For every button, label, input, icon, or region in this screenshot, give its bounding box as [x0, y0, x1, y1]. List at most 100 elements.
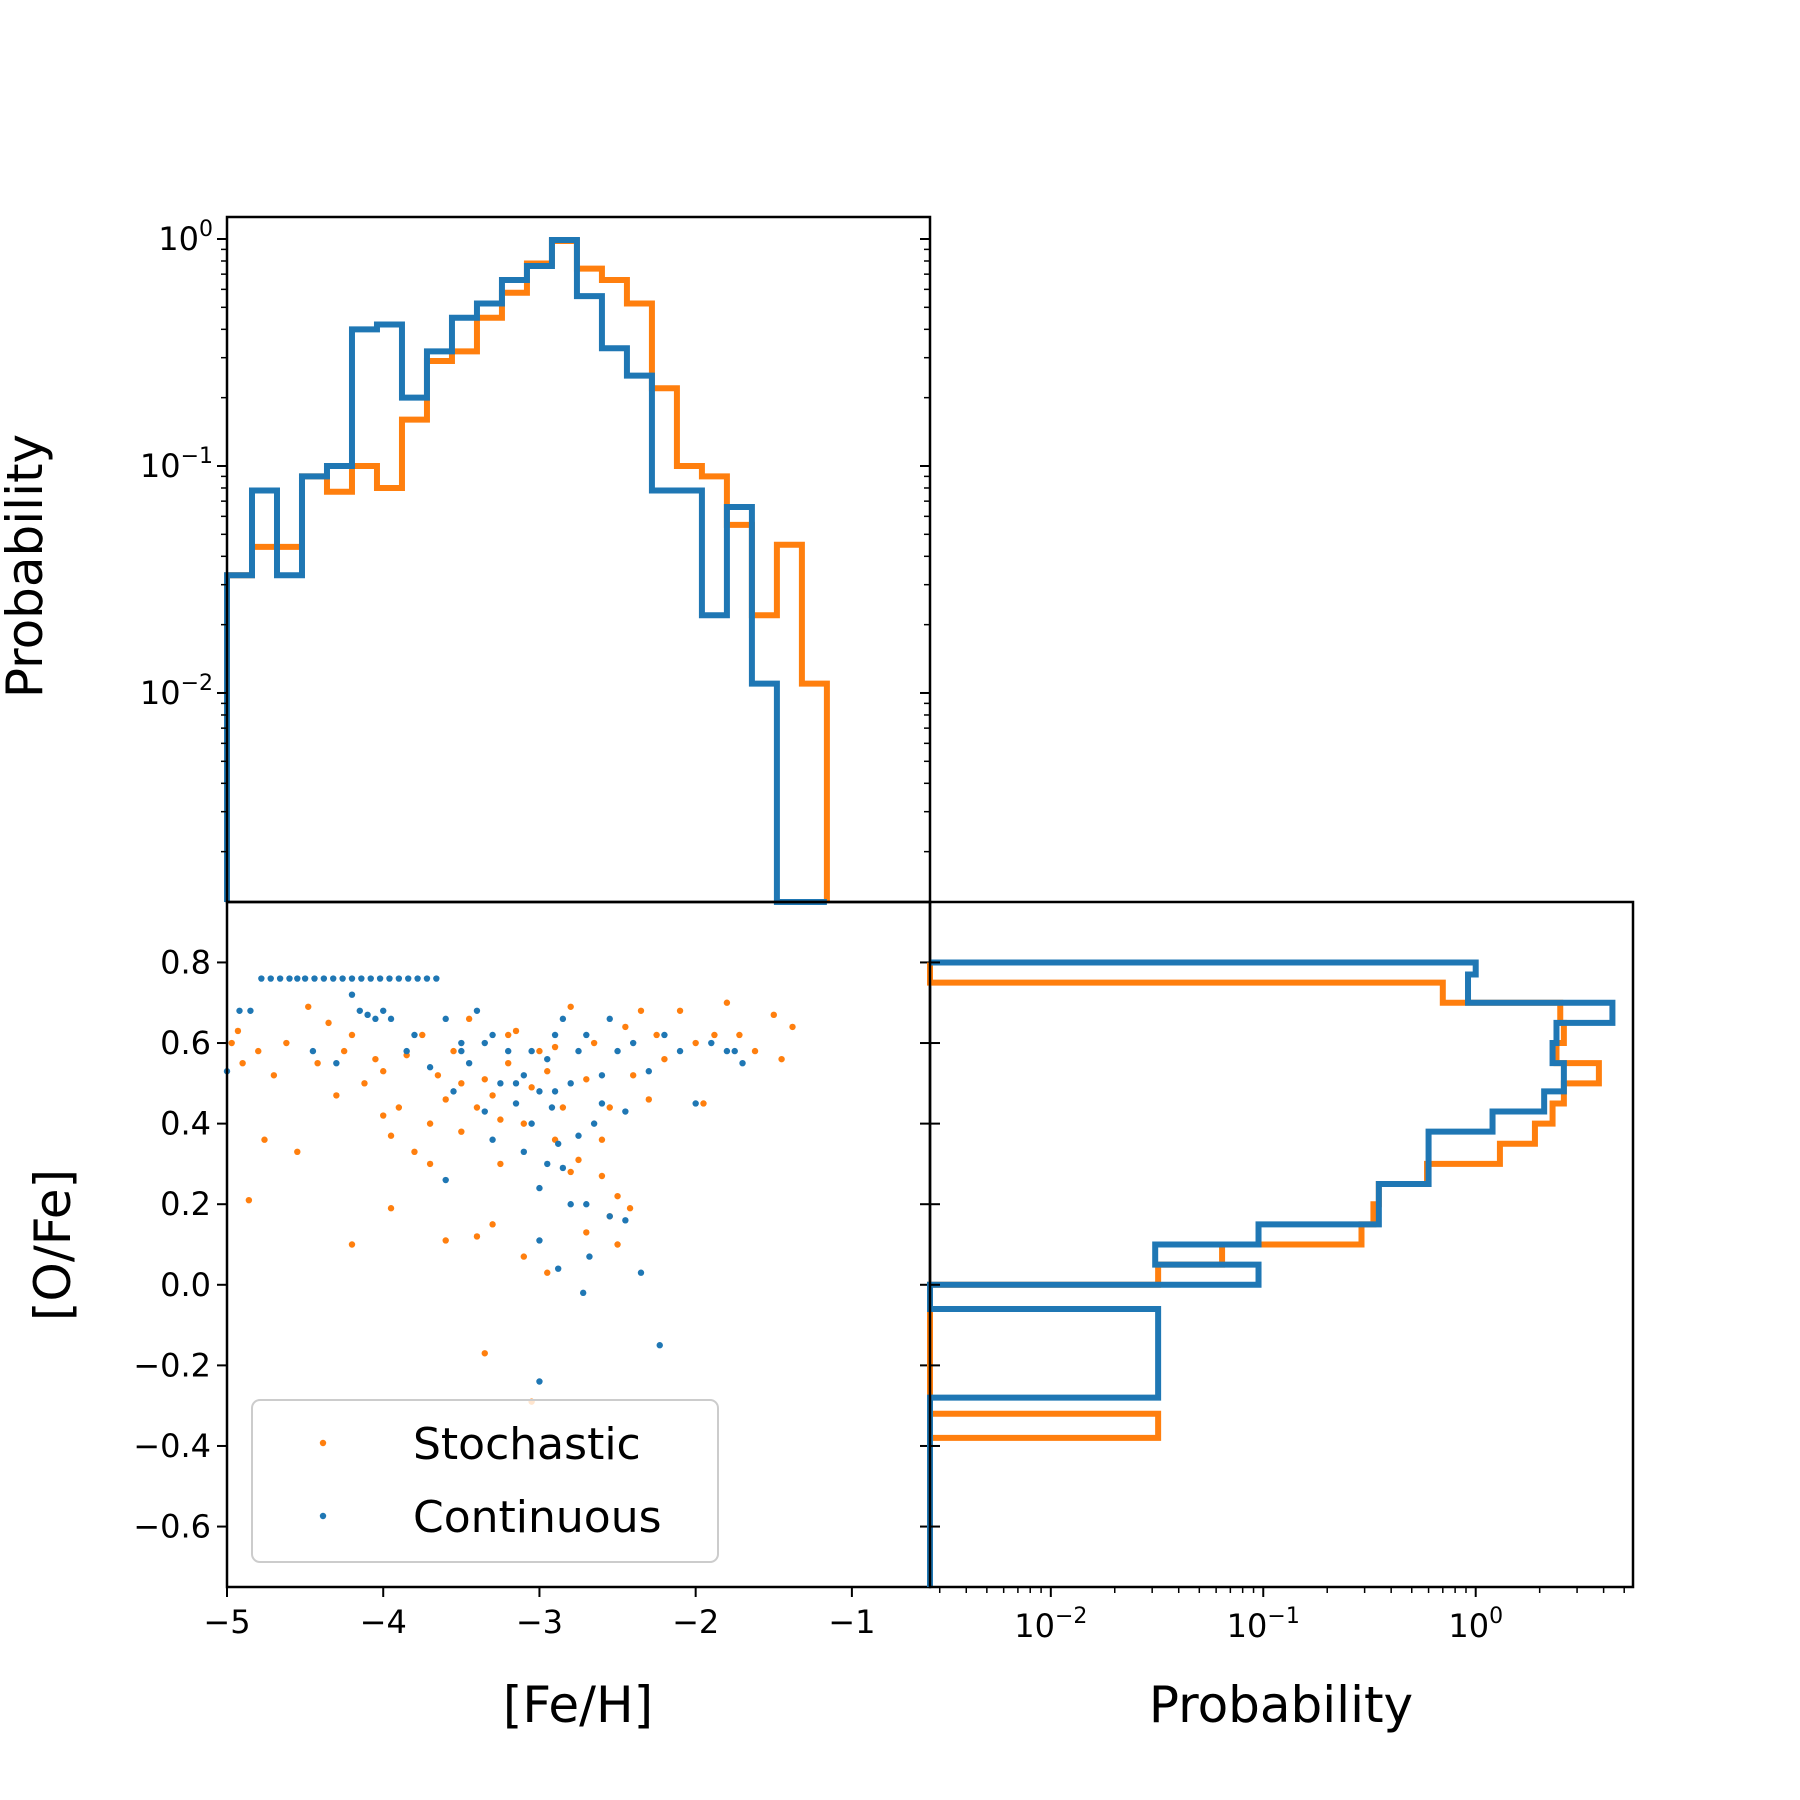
- scatter-point-stochastic: [583, 1076, 590, 1083]
- scatter-ytick-label: −0.2: [133, 1346, 211, 1384]
- scatter-point-continuous: [614, 1047, 621, 1055]
- scatter-point-continuous: [520, 1072, 528, 1079]
- scatter-point-continuous: [236, 1007, 243, 1014]
- scatter-point-continuous: [575, 1132, 582, 1139]
- scatter-point-stochastic: [497, 1116, 504, 1123]
- scatter-point-continuous: [411, 1031, 418, 1039]
- scatter-point-stochastic: [228, 1039, 235, 1047]
- scatter-point-stochastic: [770, 1011, 777, 1019]
- right-xtick-label: 10−1: [1227, 1604, 1300, 1645]
- scatter-point-stochastic: [481, 1350, 488, 1357]
- scatter-point-stochastic: [629, 1072, 637, 1079]
- scatter-point-continuous: [661, 1031, 668, 1039]
- top-histogram-series: [224, 236, 830, 905]
- scatter-point-continuous: [330, 975, 337, 982]
- scatter-point-continuous: [458, 1039, 465, 1047]
- scatter-point-continuous: [692, 1100, 699, 1107]
- scatter-point-stochastic: [559, 1104, 567, 1111]
- scatter-point-continuous: [708, 1039, 715, 1047]
- right-hist-line-stochastic: [927, 962, 1602, 1587]
- scatter-point-stochastic: [536, 1047, 543, 1055]
- right-histogram-ticks: 10−2 10−1 100: [930, 961, 1625, 1645]
- scatter-point-stochastic: [598, 1172, 606, 1180]
- scatter-point-continuous: [536, 1378, 543, 1385]
- scatter-point-stochastic: [245, 1196, 253, 1204]
- scatter-point-continuous: [367, 975, 374, 982]
- scatter-point-stochastic: [305, 1003, 312, 1010]
- scatter-point-continuous: [348, 975, 356, 982]
- scatter-point-stochastic: [270, 1072, 278, 1079]
- legend-label-continuous: Continuous: [413, 1492, 662, 1543]
- scatter-point-continuous: [450, 1088, 457, 1095]
- scatter-point-stochastic: [325, 1019, 332, 1027]
- scatter-point-continuous: [656, 1342, 663, 1349]
- scatter-point-continuous: [731, 1047, 738, 1055]
- scatter-point-continuous: [676, 1047, 684, 1055]
- scatter-point-continuous: [489, 1136, 496, 1143]
- scatter-point-stochastic: [465, 1015, 473, 1023]
- scatter-point-continuous: [387, 1015, 395, 1023]
- scatter-xtick-label: −2: [672, 1603, 719, 1641]
- scatter-ytick-label: 0.2: [160, 1185, 211, 1223]
- scatter-point-stochastic: [348, 1241, 356, 1248]
- scatter-point-continuous: [442, 1015, 449, 1023]
- scatter-point-continuous: [358, 975, 365, 982]
- scatter-point-continuous: [348, 991, 356, 998]
- scatter-point-stochastic: [239, 1059, 246, 1067]
- scatter-point-continuous: [544, 1055, 551, 1063]
- scatter-point-stochastic: [380, 1112, 387, 1119]
- scatter-ticks: −5 −4 −3 −2 −1 0.8 0.6 0.4 0.2 0.0 −0.2 −0.4 −0.6: [133, 943, 930, 1641]
- scatter-ytick-label: −0.6: [133, 1508, 211, 1546]
- scatter-xtick-label: −1: [828, 1603, 875, 1641]
- scatter-point-continuous: [583, 1201, 590, 1208]
- scatter-point-continuous: [567, 1201, 574, 1208]
- right-histogram-frame: [928, 900, 1635, 1589]
- scatter-point-continuous: [554, 1140, 562, 1147]
- scatter-point-stochastic: [348, 1031, 356, 1039]
- legend-box: [251, 1399, 719, 1563]
- scatter-xtick-label: −3: [516, 1603, 563, 1641]
- scatter-point-continuous: [311, 975, 318, 982]
- scatter-points: [223, 975, 796, 1405]
- scatter-point-continuous: [403, 1047, 410, 1055]
- scatter-point-stochastic: [614, 1241, 621, 1248]
- scatter-point-continuous: [559, 1164, 567, 1172]
- scatter-point-stochastic: [489, 1221, 496, 1228]
- scatter-point-continuous: [548, 1104, 556, 1111]
- scatter-point-continuous: [301, 975, 309, 982]
- scatter-point-continuous: [356, 1007, 363, 1014]
- scatter-point-stochastic: [544, 1269, 551, 1276]
- scatter-point-stochastic: [736, 1031, 743, 1039]
- scatter-point-continuous: [258, 975, 265, 982]
- scatter-point-stochastic: [676, 1007, 684, 1014]
- scatter-point-stochastic: [387, 1132, 395, 1139]
- scatter-point-stochastic: [419, 1031, 426, 1039]
- scatter-point-continuous: [320, 975, 328, 982]
- scatter-point-continuous: [405, 975, 412, 982]
- scatter-point-stochastic: [473, 1104, 481, 1111]
- right-xtick-label: 100: [1448, 1604, 1503, 1645]
- scatter-point-continuous: [551, 1088, 559, 1095]
- scatter-point-stochastic: [575, 1156, 582, 1164]
- scatter-point-stochastic: [458, 1128, 465, 1135]
- top-ytick-label: 10−1: [140, 444, 213, 485]
- scatter-panel: −5 −4 −3 −2 −1 0.8 0.6 0.4 0.2 0.0 −0.2 −0.4 −0.6 [F…: [24, 900, 932, 1734]
- scatter-point-stochastic: [567, 1003, 574, 1010]
- scatter-point-continuous: [294, 975, 301, 982]
- scatter-point-continuous: [309, 1047, 317, 1055]
- scatter-point-continuous: [645, 1068, 652, 1075]
- scatter-point-continuous: [536, 1237, 543, 1244]
- scatter-point-continuous: [528, 1047, 535, 1055]
- scatter-xtick-label: −4: [360, 1603, 407, 1641]
- scatter-point-continuous: [286, 975, 293, 982]
- right-xtick-label: 10−2: [1014, 1604, 1087, 1645]
- scatter-point-continuous: [598, 1072, 606, 1079]
- scatter-point-continuous: [376, 975, 384, 982]
- scatter-point-stochastic: [442, 1096, 449, 1103]
- scatter-point-stochastic: [723, 999, 731, 1006]
- scatter-point-stochastic: [294, 1148, 301, 1156]
- scatter-point-continuous: [423, 975, 431, 982]
- scatter-point-stochastic: [234, 1027, 242, 1035]
- scatter-point-continuous: [458, 1047, 465, 1055]
